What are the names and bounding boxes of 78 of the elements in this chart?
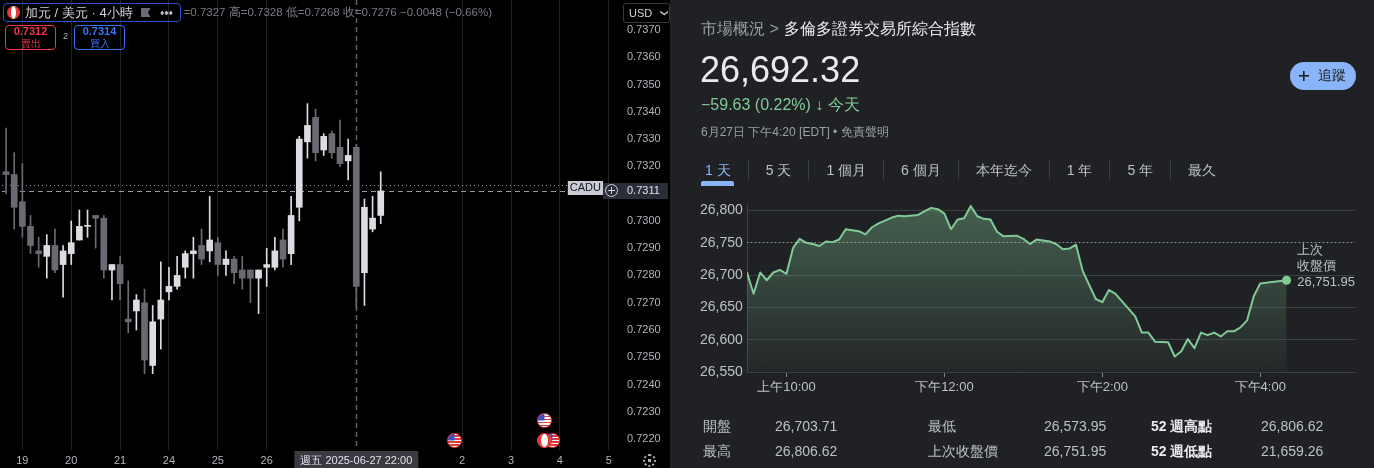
x-tick-label: 週五 2025-06-27 22:00 [300,453,413,466]
text: 開盤 [703,418,731,434]
y-tick-label: 26,750 [700,233,744,250]
text: 市場概況 > [701,20,779,37]
annotation: CADU [569,180,602,193]
y-tick-label: 0.7270 [627,295,661,308]
text: USD [629,7,653,19]
text: 6月27日 下午4:20 [EDT] • 免責聲明 [701,124,889,140]
text: 本年迄今 [957,160,1049,180]
text: −59.63 (0.22%) ↓ 今天 [701,95,860,115]
text: 上次收盤價 [928,443,998,459]
y-tick-label: 26,550 [700,362,744,379]
annotation: 買入 [89,36,110,51]
x-tick-label: 下午2:00 [1076,379,1128,395]
x-tick-label: 2 [459,453,466,466]
y-tick-label: 0.7250 [627,350,661,363]
x-tick-label: 上午10:00 [757,379,816,395]
y-tick-label: 0.7350 [627,77,661,90]
x-tick-label: 5 [605,453,612,466]
y-tick-label: 26,600 [700,330,744,347]
ref-line-label: 0.7311 [627,183,660,196]
text: 最高 [703,443,731,459]
text: 26,751.95 [1044,443,1107,459]
y-tick-label: 0.7290 [627,241,661,254]
text: 52 週低點 [1151,443,1213,459]
text: 5 年 [1109,160,1171,180]
annotation: 0.7312 [13,24,48,37]
x-tick-label: 3 [507,453,515,466]
text: 26,573.95 [1044,418,1107,434]
x-tick-label: 24 [162,453,176,466]
annotation: 0.7314 [82,24,117,37]
chart-title: 多倫多證券交易所綜合指數 [783,20,976,37]
candlestick [157,261,165,350]
text: 1 個月 [808,160,884,180]
text: 追蹤 [1317,67,1346,85]
text: 最久 [1170,160,1234,180]
text: 1 年 [1048,160,1110,180]
ref-line-label: 上次收盤價 26,751.95 [1297,242,1356,290]
y-tick-label: 0.7230 [627,404,661,417]
candlestick [206,196,214,263]
y-tick-label: 26,650 [700,298,744,315]
x-tick-label: 下午12:00 [915,379,974,395]
y-tick-label: 26,800 [700,201,744,218]
text: 1 天 [704,161,732,180]
text: 5 天 [747,160,809,180]
x-tick-label: 4 [556,453,563,466]
annotation: 2 [63,31,69,41]
text: 21,659.26 [1261,443,1324,459]
text: 26,806.62 [775,443,838,459]
text: 6 個月 [883,160,958,180]
candlestick [124,280,132,334]
text: 52 週高點 [1151,418,1213,434]
y-tick-label: 0.7300 [627,213,661,226]
text: 26,692.32 [700,49,861,91]
x-tick-label: 下午4:00 [1234,379,1286,395]
y-tick-label: 0.7370 [627,23,661,36]
x-tick-label: 25 [211,453,224,466]
y-tick-label: 0.7320 [627,159,661,172]
chart-title: 加元 / 美元 · 4小時 [25,4,133,21]
x-tick-label: 26 [260,453,273,466]
annotation: 賣出 [20,36,41,51]
y-tick-label: 0.7240 [627,377,661,390]
y-tick-label: 0.7360 [627,50,661,63]
annotation: =0.7327 高=0.7328 低=0.7268 收=0.7276 −0.0048 (−0.66%) [183,5,493,20]
candlestick [263,247,271,287]
x-tick-label: 21 [113,453,127,466]
y-tick-label: 26,700 [700,265,744,282]
text: 26,806.62 [1261,418,1324,434]
text: 最低 [928,418,956,434]
y-tick-label: 0.7260 [627,323,661,336]
candlestick [2,127,10,194]
y-tick-label: 0.7330 [627,132,661,145]
y-tick-label: 0.7220 [627,432,661,445]
x-tick-label: 20 [65,453,78,466]
y-tick-label: 0.7340 [627,104,661,117]
text: 26,703.71 [775,418,838,434]
y-tick-label: 0.7280 [627,268,661,281]
x-tick-label: 19 [16,453,29,466]
